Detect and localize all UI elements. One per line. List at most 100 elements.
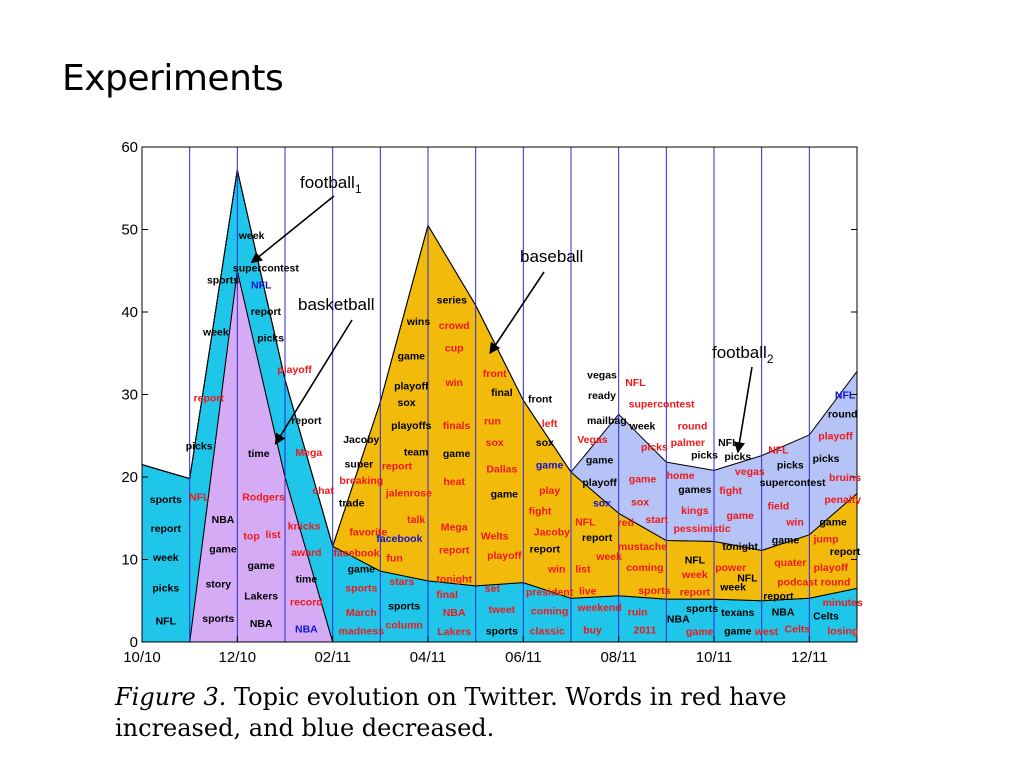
annotation-football-2: football2 [712, 343, 774, 454]
topic-word: finals [443, 420, 471, 432]
topic-word: coming [626, 562, 663, 574]
topic-word: list [575, 563, 591, 575]
topic-word: field [768, 501, 790, 513]
topic-word: Celts [785, 624, 811, 636]
y-tick-label: 40 [121, 304, 138, 321]
topic-word: week [719, 582, 746, 594]
topic-word: sports [388, 601, 420, 613]
topic-word: facebook [333, 548, 379, 560]
topic-word: report [680, 587, 711, 599]
topic-word: report [291, 415, 322, 427]
topic-word: week [238, 230, 265, 242]
topic-word: favorite [349, 526, 387, 538]
topic-word: wins [406, 316, 430, 328]
topic-word: win [547, 563, 566, 575]
topic-word: red [618, 517, 634, 529]
topic-word: list [266, 529, 282, 541]
y-tick-label: 20 [121, 469, 138, 486]
y-tick-label: 10 [121, 552, 138, 569]
topic-word: round [678, 421, 708, 433]
topic-word: sports [202, 613, 234, 625]
topic-word: tweet [488, 604, 515, 616]
topic-word: time [296, 573, 318, 585]
topic-word: playoff [814, 562, 849, 574]
annotation-arrow [489, 271, 545, 355]
topic-word: podcast [777, 577, 818, 589]
topic-word: report [251, 306, 282, 318]
topic-word: report [439, 544, 470, 556]
annotation-label: baseball [520, 247, 583, 266]
topic-word: set [485, 583, 501, 595]
topic-word: NFL [575, 516, 596, 528]
annotation-arrow [733, 366, 753, 454]
topic-word: picks [724, 451, 751, 463]
topic-word: game [247, 560, 275, 572]
topic-word: round [821, 577, 851, 589]
topic-word: NFL [251, 280, 272, 292]
topic-word: ready [588, 390, 616, 402]
topic-word: minutes [823, 597, 863, 609]
topic-word: supercontest [629, 398, 695, 410]
topic-word: game [629, 474, 657, 486]
slide-title: Experiments [62, 58, 284, 99]
y-tick-label: 30 [121, 387, 138, 404]
annotation-label: basketball [298, 295, 375, 314]
topic-word: game [726, 510, 754, 522]
topic-word: NBA [667, 614, 690, 626]
x-tick-label: 04/11 [410, 649, 446, 666]
y-tick-label: 60 [121, 139, 138, 156]
topic-word: week [681, 569, 708, 581]
topic-word: heat [443, 476, 465, 488]
topic-word: game [686, 626, 714, 638]
topic-word: NBA [212, 514, 235, 526]
x-tick-label: 12/11 [791, 649, 827, 666]
topic-word: playoff [582, 477, 617, 489]
topic-word: column [386, 620, 423, 632]
topic-word: report [194, 393, 225, 405]
topic-word: knicks [288, 521, 321, 533]
topic-word: coming [531, 606, 568, 618]
topic-word: front [528, 393, 552, 405]
topic-word: round [828, 408, 858, 420]
topic-word: NFL [718, 437, 739, 449]
topic-word: report [582, 532, 613, 544]
topic-word: west [754, 626, 779, 638]
topic-word: power [715, 562, 746, 574]
topic-words: sports report week picks NFL picks report NFL we… [150, 230, 863, 638]
topic-word: NFL [189, 492, 210, 504]
topic-word: facebook [376, 533, 422, 545]
annotation-baseball: baseball [489, 247, 583, 355]
topic-word: Mega [441, 521, 468, 533]
topic-word: playoffs [391, 420, 431, 432]
topic-word: sports [207, 275, 239, 287]
topic-word: left [542, 418, 558, 430]
annotation-football-1: football1 [250, 173, 362, 264]
topic-word: weekend [576, 602, 621, 614]
topic-word: picks [777, 459, 804, 471]
topic-word: sox [593, 497, 611, 509]
annotation-basketball: basketball [274, 295, 375, 445]
topic-word: 2011 [634, 624, 657, 636]
topic-annotations: football1 basketball baseball football2 [250, 173, 774, 454]
topic-word: NBA [250, 618, 273, 630]
topic-word: home [667, 470, 695, 482]
topic-word: game [586, 455, 614, 467]
topic-word: sports [486, 625, 518, 637]
topic-word: texans [721, 607, 754, 619]
topic-word: breaking [339, 475, 383, 487]
topic-word: top [243, 530, 259, 542]
topic-word: playoff [277, 364, 312, 376]
x-tick-label: 02/11 [314, 649, 350, 666]
topic-word: pessimistic [673, 523, 730, 535]
topic-word: tonight [436, 573, 472, 585]
x-tick-label: 08/11 [600, 649, 636, 666]
topic-word: losing [827, 625, 858, 637]
topic-word: win [785, 516, 804, 528]
figure-caption-text: Topic evolution on Twitter. Words in red… [115, 683, 787, 742]
topic-word: vegas [587, 370, 617, 382]
topic-word: mailbag [587, 415, 627, 427]
topic-word: March [346, 607, 377, 619]
topic-word: crowd [439, 320, 470, 332]
topic-word: game [819, 516, 847, 528]
topic-word: report [830, 546, 861, 558]
